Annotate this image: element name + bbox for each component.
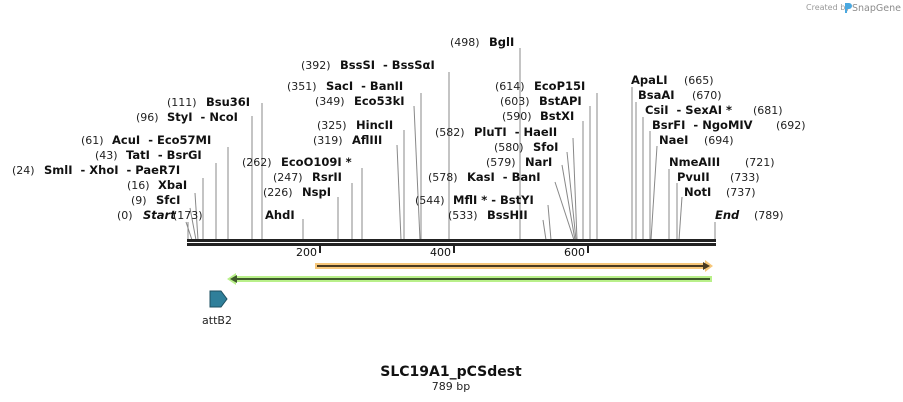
site-pos: (670) — [692, 89, 722, 102]
site-name: BglI — [489, 35, 514, 49]
tick-label: 200 — [296, 246, 317, 259]
tick-label: 400 — [430, 246, 451, 259]
site-name: BssHII — [487, 208, 528, 222]
site-name: PluTI - HaeII — [474, 125, 557, 139]
site-pos: (590) — [502, 110, 532, 123]
site-pos: (392) — [301, 59, 331, 72]
site-pos: (694) — [704, 134, 734, 147]
site-pos: (262) — [242, 156, 272, 169]
sequence-title: SLC19A1_pCSdest — [380, 364, 522, 380]
attB2-arrow-icon — [209, 290, 228, 308]
site-name: ApaLI — [631, 73, 668, 87]
feature-label: attB2 — [202, 314, 232, 327]
credit-prefix: Created by — [806, 3, 850, 12]
site-pos: (9) — [131, 194, 147, 207]
site-pos: (498) — [450, 36, 480, 49]
site-name: CsiI - SexAI * — [645, 103, 732, 117]
sequence-ruler: 200 400 600 — [187, 239, 716, 259]
site-pos: (325) — [317, 119, 347, 132]
site-pos: (665) — [684, 74, 714, 87]
site-pos: (789) — [754, 209, 784, 222]
site-name: BssSI - BssSαI — [340, 58, 435, 72]
site-pos: (173) — [173, 209, 203, 222]
site-pos: (603) — [500, 95, 530, 108]
snapgene-credit: Created by SnapGene — [806, 3, 901, 14]
site-name: AhdI — [265, 208, 295, 222]
site-pos: (692) — [776, 119, 806, 132]
site-name: KasI - BanI — [467, 170, 541, 184]
site-pos: (61) — [81, 134, 104, 147]
site-name: NarI — [525, 155, 552, 169]
site-name: SfcI — [156, 193, 180, 207]
site-name: PvuII — [677, 170, 710, 184]
site-name: Bsu36I — [206, 95, 250, 109]
site-name: SacI - BanII — [326, 79, 403, 93]
site-name: AcuI - Eco57MI — [112, 133, 211, 147]
arrow-left-icon — [230, 275, 237, 283]
site-name: EcoO109I * — [281, 155, 352, 169]
site-name: NmeAIII — [669, 155, 720, 169]
site-name: SmlI - XhoI - PaeR7I — [44, 163, 180, 177]
site-pos: (614) — [495, 80, 525, 93]
site-pos: (319) — [313, 134, 343, 147]
credit-brand: SnapGene — [852, 3, 901, 14]
site-name: BsaAI — [638, 88, 675, 102]
site-pos: (96) — [136, 111, 159, 124]
site-pos: (681) — [753, 104, 783, 117]
site-pos: (582) — [435, 126, 465, 139]
site-name: Start — [143, 208, 176, 222]
snapgene-logo-icon — [845, 3, 852, 13]
site-name: TatI - BsrGI — [126, 148, 202, 162]
site-pos: (0) — [117, 209, 133, 222]
site-name: Eco53kI — [354, 94, 405, 108]
site-pos: (737) — [726, 186, 756, 199]
site-pos: (247) — [273, 171, 303, 184]
site-lines — [185, 48, 716, 241]
site-pos: (580) — [494, 141, 524, 154]
site-pos: (111) — [167, 96, 197, 109]
site-pos: (721) — [745, 156, 775, 169]
site-name: BsrFI - NgoMIV — [652, 118, 753, 132]
tick-200 — [319, 246, 321, 253]
site-pos: (733) — [730, 171, 760, 184]
feature-orange-forward[interactable] — [315, 260, 713, 272]
site-name: XbaI — [158, 178, 187, 192]
site-name: End — [715, 208, 740, 222]
site-name: StyI - NcoI — [167, 110, 238, 124]
site-pos: (351) — [287, 80, 317, 93]
tick-label: 600 — [564, 246, 585, 259]
feature-attB2[interactable]: attB2 — [202, 290, 232, 327]
site-name: NaeI — [659, 133, 688, 147]
site-pos: (16) — [127, 179, 150, 192]
site-pos: (226) — [263, 186, 293, 199]
site-name: EcoP15I — [534, 79, 585, 93]
site-pos: (544) — [415, 194, 445, 207]
tick-600 — [587, 246, 589, 253]
site-name: BstAPI — [539, 94, 582, 108]
site-name: BstXI — [540, 109, 574, 123]
site-pos: (43) — [95, 149, 118, 162]
feature-green-reverse[interactable] — [227, 273, 712, 285]
sequence-length: 789 bp — [432, 380, 470, 393]
site-name: MflI * - BstYI — [453, 193, 534, 207]
site-pos: (24) — [12, 164, 35, 177]
site-name: NotI — [684, 185, 711, 199]
site-name: NspI — [302, 185, 331, 199]
site-pos: (349) — [315, 95, 345, 108]
site-name: SfoI — [533, 140, 558, 154]
site-pos: (579) — [486, 156, 516, 169]
site-name: AflIII — [352, 133, 382, 147]
site-name: HincII — [356, 118, 393, 132]
arrow-right-icon — [703, 262, 710, 270]
site-labels-right: ApaLI (665) BsaAI (670) CsiI - SexAI * (… — [631, 73, 806, 222]
site-pos: (578) — [428, 171, 458, 184]
tick-400 — [453, 246, 455, 253]
site-pos: (533) — [448, 209, 478, 222]
site-name: RsrII — [312, 170, 342, 184]
site-labels-left: (0) Start (9) SfcI (16) XbaI (24) SmlI -… — [12, 35, 585, 222]
